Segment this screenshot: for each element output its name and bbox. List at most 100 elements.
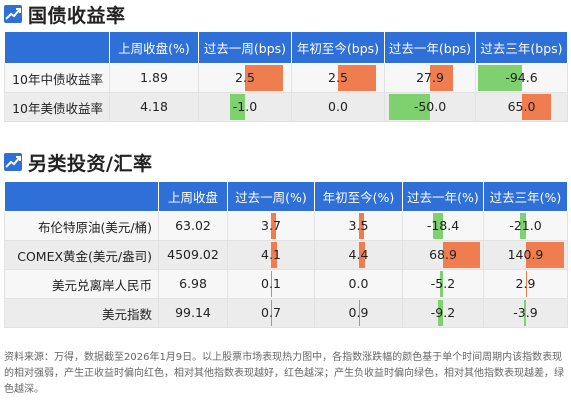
row-label: 10年中债收益率 <box>4 63 110 93</box>
row-label: 10年美债收益率 <box>4 92 110 122</box>
cell-value: 1.89 <box>140 70 168 85</box>
close-value-cell: 1.89 <box>109 63 199 93</box>
table-row: 美元兑离岸人民币 6.98 0.1 0.0 -5.2 2.9 <box>4 269 568 299</box>
header-col: 过去一周(%) <box>227 181 315 212</box>
change-cell: 27.9 <box>384 63 476 93</box>
cell-value: 140.9 <box>507 247 544 262</box>
cell-value: 68.9 <box>429 247 457 262</box>
header-col: 年初至今(bps) <box>291 31 385 64</box>
positive-change-bar <box>271 271 273 297</box>
cell-value: -9.2 <box>430 305 456 320</box>
table-row: 10年美债收益率 4.18 -1.0 0.0 -50.0 65.0 <box>4 92 568 122</box>
positive-change-bar <box>358 242 365 268</box>
cell-value: 0.1 <box>261 276 281 291</box>
trend-up-icon <box>4 153 22 171</box>
change-cell: 3.7 <box>227 211 315 241</box>
source-note: 资料来源：万得，数据截至2026年1月9日。以上股票市场表现热力图中，各指数涨跌… <box>4 352 564 395</box>
cell-value: -94.6 <box>505 70 538 85</box>
cell-value: -3.9 <box>513 305 538 320</box>
change-cell: -94.6 <box>475 63 568 93</box>
change-cell: 140.9 <box>483 240 568 270</box>
change-cell: 0.0 <box>291 92 385 122</box>
change-cell: 3.5 <box>314 211 403 241</box>
positive-change-bar <box>271 213 277 239</box>
cell-value: -1.0 <box>232 99 258 114</box>
cell-value: 2.9 <box>515 276 536 291</box>
alt-section-title: 另类投资/汇率 <box>4 150 152 175</box>
negative-change-bar <box>229 94 245 120</box>
cell-value: 2.5 <box>235 70 255 85</box>
cell-value: -18.4 <box>426 218 460 233</box>
table-row: 布伦特原油(美元/桶) 63.02 3.7 3.5 -18.4 -21.0 <box>4 211 568 241</box>
change-cell: 0.0 <box>314 269 403 299</box>
table-row: 美元指数 99.14 0.7 0.9 -9.2 -3.9 <box>4 298 568 328</box>
negative-change-bar <box>519 213 526 239</box>
row-label: 美元指数 <box>4 298 159 328</box>
change-cell: -5.2 <box>402 269 484 299</box>
alt-investment-table: 上周收盘 过去一周(%) 年初至今(%) 过去一年(%) 过去三年(%) 布伦特… <box>4 181 568 328</box>
cell-value: -50.0 <box>413 99 447 114</box>
cell-value: -21.0 <box>509 218 542 233</box>
close-value-cell: 99.14 <box>158 298 228 328</box>
cell-value: 0.9 <box>348 305 369 320</box>
bond-title-text: 国债收益率 <box>28 4 126 27</box>
negative-change-bar <box>433 213 443 239</box>
header-col: 过去一年(%) <box>402 181 484 212</box>
header-col: 上周收盘 <box>158 181 228 212</box>
header-col: 过去三年(bps) <box>475 31 568 64</box>
change-cell: 2.5 <box>198 63 292 93</box>
positive-change-bar <box>271 300 273 326</box>
change-cell: 4.1 <box>227 240 315 270</box>
header-col: 过去一年(bps) <box>384 31 476 64</box>
change-cell: 0.1 <box>227 269 315 299</box>
positive-change-bar <box>271 242 277 268</box>
change-cell: -3.9 <box>483 298 568 328</box>
close-value-cell: 63.02 <box>158 211 228 241</box>
negative-change-bar <box>524 300 526 326</box>
cell-value: 0.0 <box>348 276 369 291</box>
positive-change-bar <box>245 65 284 91</box>
change-cell: -21.0 <box>483 211 568 241</box>
positive-change-bar <box>525 242 565 268</box>
cell-value: -5.2 <box>430 276 456 291</box>
close-value-cell: 4509.02 <box>158 240 228 270</box>
change-cell: -18.4 <box>402 211 484 241</box>
cell-value: 2.5 <box>328 70 348 85</box>
header-blank <box>4 181 159 212</box>
cell-value: 4509.02 <box>167 247 219 262</box>
cell-value: 6.98 <box>179 276 207 291</box>
cell-value: 3.5 <box>348 218 369 233</box>
header-blank <box>4 31 110 64</box>
header-col: 过去一周(bps) <box>198 31 292 64</box>
change-cell: -9.2 <box>402 298 484 328</box>
cell-value: 0.0 <box>328 99 348 114</box>
header-col: 过去三年(%) <box>483 181 568 212</box>
positive-change-bar <box>525 271 527 297</box>
table-row: COMEX黄金(美元/盎司) 4509.02 4.1 4.4 68.9 140.9 <box>4 240 568 270</box>
positive-change-bar <box>338 65 377 91</box>
positive-change-bar <box>358 213 364 239</box>
negative-change-bar <box>440 271 443 297</box>
cell-value: 63.02 <box>175 218 211 233</box>
cell-value: 4.4 <box>348 247 369 262</box>
change-cell: 2.9 <box>483 269 568 299</box>
close-value-cell: 6.98 <box>158 269 228 299</box>
change-cell: 0.9 <box>314 298 403 328</box>
positive-change-bar <box>443 242 480 268</box>
cell-value: 4.18 <box>140 99 168 114</box>
trend-up-icon <box>4 5 22 23</box>
positive-change-bar <box>521 94 552 120</box>
row-label: COMEX黄金(美元/盎司) <box>4 240 159 270</box>
row-label: 美元兑离岸人民币 <box>4 269 159 299</box>
row-label: 布伦特原油(美元/桶) <box>4 211 159 241</box>
close-value-cell: 4.18 <box>109 92 199 122</box>
change-cell: -50.0 <box>384 92 476 122</box>
change-cell: 4.4 <box>314 240 403 270</box>
negative-change-bar <box>478 65 522 91</box>
change-cell: 65.0 <box>475 92 568 122</box>
change-cell: 2.5 <box>291 63 385 93</box>
bond-section-title: 国债收益率 <box>4 2 126 27</box>
positive-change-bar <box>358 300 360 326</box>
positive-change-bar <box>430 65 453 91</box>
negative-change-bar <box>438 300 443 326</box>
